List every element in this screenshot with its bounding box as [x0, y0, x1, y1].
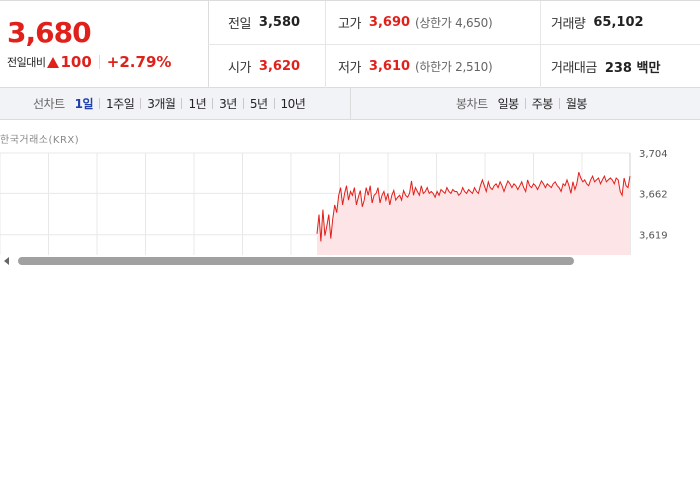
triangle-up-icon	[47, 56, 60, 68]
tab-1-week[interactable]: 1주일	[106, 97, 135, 111]
tab-5-years[interactable]: 5년	[249, 97, 268, 111]
tab-3-months[interactable]: 3개월	[147, 97, 176, 111]
high-label: 고가	[338, 17, 361, 32]
divider	[212, 98, 214, 109]
divider	[273, 98, 275, 109]
line-chart-title: 선차트	[33, 97, 65, 111]
price-chart-svg: 3,704 3,662 3,619	[0, 150, 668, 255]
series-area	[317, 172, 630, 255]
triangle-left-icon[interactable]	[4, 257, 9, 265]
tab-3-years[interactable]: 3년	[219, 97, 237, 111]
stock-summary-panel: 3,680 전일대비 100 +2.79% 전일 3,580 고가 3,690 …	[0, 0, 700, 88]
info-row: 전일 3,580 고가 3,690 (상한가 4,650) 거래량 65,102	[208, 1, 700, 45]
info-row: 시가 3,620 저가 3,610 (하한가 2,510) 거래대금 238 백…	[208, 45, 700, 88]
prev-close-cell: 전일 3,580	[208, 1, 325, 44]
price-chart: 3,704 3,662 3,619	[0, 150, 700, 255]
data-source-label: 한국거래소(KRX)	[0, 135, 80, 146]
change-label: 전일대비	[7, 56, 46, 69]
divider	[140, 98, 142, 109]
low-label: 저가	[338, 61, 361, 76]
candle-chart-title: 봉차트	[456, 97, 488, 111]
tab-1-day[interactable]: 1일	[74, 97, 94, 111]
low-cell: 저가 3,610 (하한가 2,510)	[325, 45, 540, 88]
divider	[98, 55, 100, 69]
change-rate: +2.79%	[106, 53, 172, 71]
open-cell: 시가 3,620	[208, 45, 325, 88]
candle-chart-tabs: 봉차트 일봉 주봉 월봉	[456, 88, 587, 119]
volume-label: 거래량	[551, 17, 586, 32]
scrollbar-thumb[interactable]	[18, 257, 574, 265]
amount-value: 238 백만	[604, 61, 661, 76]
line-chart-tabs: 선차트 1일 1주일 3개월 1년 3년 5년 10년	[33, 88, 306, 119]
open-label: 시가	[228, 61, 251, 76]
tab-group-divider	[350, 88, 351, 119]
volume-value: 65,102	[593, 15, 644, 30]
divider	[558, 98, 560, 109]
low-value: 3,610	[368, 59, 411, 74]
volume-cell: 거래량 65,102	[540, 1, 700, 44]
divider	[99, 98, 101, 109]
change-value: 100	[60, 53, 92, 71]
y-tick-label: 3,619	[639, 231, 668, 242]
tab-1-year[interactable]: 1년	[188, 97, 207, 111]
upper-limit: (상한가 4,650)	[415, 16, 493, 30]
series-line	[316, 172, 631, 242]
divider	[524, 98, 526, 109]
prev-close-label: 전일	[228, 17, 251, 32]
divider	[242, 98, 244, 109]
high-cell: 고가 3,690 (상한가 4,650)	[325, 1, 540, 44]
price-box: 3,680 전일대비 100 +2.79%	[0, 1, 209, 88]
y-tick-label: 3,662	[639, 189, 668, 200]
chart-period-tabs: 선차트 1일 1주일 3개월 1년 3년 5년 10년 봉차트 일봉 주봉 월봉	[0, 88, 700, 120]
high-value: 3,690	[368, 15, 411, 30]
y-tick-label: 3,704	[639, 150, 668, 160]
current-price: 3,680	[7, 16, 92, 49]
open-value: 3,620	[258, 59, 301, 74]
lower-limit: (하한가 2,510)	[415, 60, 493, 74]
tab-10-years[interactable]: 10년	[280, 97, 306, 111]
amount-cell: 거래대금 238 백만	[540, 45, 700, 88]
tab-weekly-candle[interactable]: 주봉	[531, 97, 554, 111]
tab-daily-candle[interactable]: 일봉	[497, 97, 520, 111]
tab-monthly-candle[interactable]: 월봉	[565, 97, 588, 111]
change-row: 전일대비 100 +2.79%	[7, 53, 171, 71]
amount-label: 거래대금	[551, 61, 597, 76]
divider	[181, 98, 183, 109]
quote-info-table: 전일 3,580 고가 3,690 (상한가 4,650) 거래량 65,102…	[208, 1, 700, 88]
prev-close-value: 3,580	[258, 15, 301, 30]
chart-scrollbar[interactable]	[0, 253, 700, 269]
